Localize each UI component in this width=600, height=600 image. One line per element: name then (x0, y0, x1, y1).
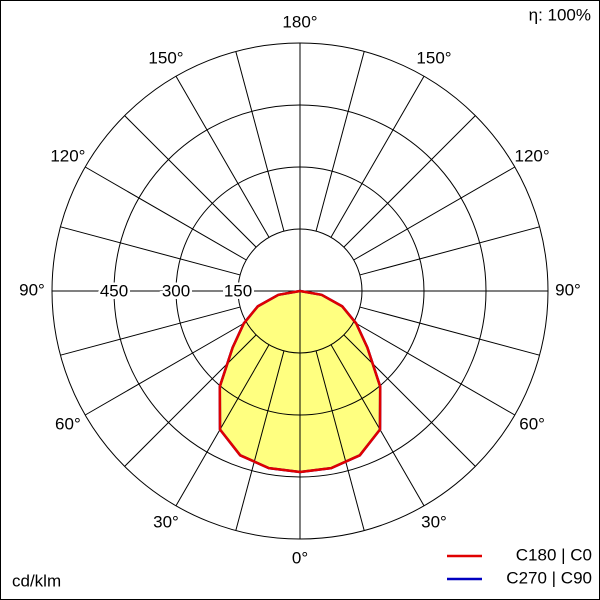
grid-spoke (84, 166, 247, 261)
grid-spoke (330, 75, 425, 238)
angle-label: 90° (555, 280, 581, 299)
intensity-curve (219, 291, 300, 472)
intensity-line (218, 289, 301, 474)
efficiency: η: 100% (529, 5, 591, 24)
legend-label: C180 | C0 (516, 545, 592, 564)
angle-label: 60° (55, 414, 81, 433)
r-tick-label: 300 (162, 281, 190, 300)
angle-label: 90° (19, 280, 45, 299)
grid-spoke (315, 51, 365, 232)
angle-label: 30° (153, 513, 179, 532)
grid-spoke (84, 321, 247, 416)
angle-label: 180° (282, 12, 317, 31)
angle-label: 120° (50, 146, 85, 165)
grid-spoke (315, 350, 365, 531)
grid-spoke (359, 306, 540, 356)
grid-spoke (359, 226, 540, 276)
grid-spoke (124, 334, 257, 467)
angle-label: 60° (519, 414, 545, 433)
grid-spoke (60, 306, 241, 356)
angle-label: 30° (421, 513, 447, 532)
r-tick-label: 450 (100, 281, 128, 300)
grid-spoke (343, 334, 476, 467)
r-tick-label: 150 (224, 281, 252, 300)
grid-spoke (175, 75, 270, 238)
intensity-curve (300, 291, 381, 472)
angle-label: 0° (292, 548, 308, 567)
grid-spoke (235, 350, 285, 531)
grid-spoke (330, 344, 425, 507)
grid-spoke (235, 51, 285, 232)
intensity-line (299, 289, 382, 474)
legend-label: C270 | C90 (506, 568, 592, 587)
angle-label: 150° (416, 48, 451, 67)
grid-spoke (124, 115, 257, 248)
angle-label: 150° (148, 48, 183, 67)
grid-spoke (353, 166, 516, 261)
grid-spoke (175, 344, 270, 507)
grid-spoke (60, 226, 241, 276)
angle-label: 120° (515, 146, 550, 165)
grid-spoke (353, 321, 516, 416)
unit: cd/klm (12, 571, 61, 590)
grid-spoke (343, 115, 476, 248)
